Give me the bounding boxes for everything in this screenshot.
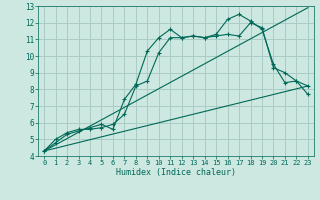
X-axis label: Humidex (Indice chaleur): Humidex (Indice chaleur) (116, 168, 236, 177)
